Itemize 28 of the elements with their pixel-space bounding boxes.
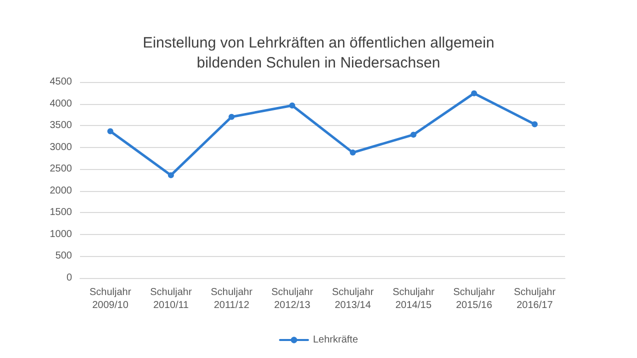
x-tick-label: Schuljahr 2015/16 [453, 287, 496, 311]
chart-title: Einstellung von Lehrkräften an öffentlichen allgemein bildenden Schulen in Niedersachsen [142, 34, 494, 72]
point [532, 121, 538, 128]
x-tick-label: Schuljahr 2014/15 [392, 287, 435, 311]
x-tick-label: Schuljahr 2013/14 [332, 287, 374, 311]
x-tick-label: Schuljahr 2010/11 [150, 287, 192, 311]
x-tick-label: Schuljahr 2011/12 [210, 287, 254, 311]
y-tick-label: 4000 [50, 98, 72, 110]
legend-label: Lehrkräfte [312, 334, 358, 346]
y-tick-label: 4500 [50, 76, 72, 88]
y-tick-label: 3500 [50, 120, 72, 132]
point [410, 132, 416, 138]
x-tick-label: Schuljahr 2012/13 [271, 287, 314, 311]
y-tick-label: 2500 [50, 164, 72, 175]
point [107, 128, 114, 134]
point [350, 150, 356, 156]
point [228, 114, 235, 120]
x-tick-label: Schuljahr 2016/17 [514, 287, 556, 311]
point [289, 102, 296, 109]
y-tick-label: 1000 [50, 228, 72, 240]
point [168, 172, 174, 178]
y-tick-label: 3000 [50, 142, 72, 153]
y-tick-label: 1500 [50, 207, 72, 218]
y-tick-label: 2000 [50, 185, 72, 196]
x-tick-label: Schuljahr 2009/10 [89, 287, 132, 311]
y-tick-label: 0 [66, 272, 72, 284]
y-tick-label: 500 [55, 250, 72, 262]
point [471, 90, 478, 96]
